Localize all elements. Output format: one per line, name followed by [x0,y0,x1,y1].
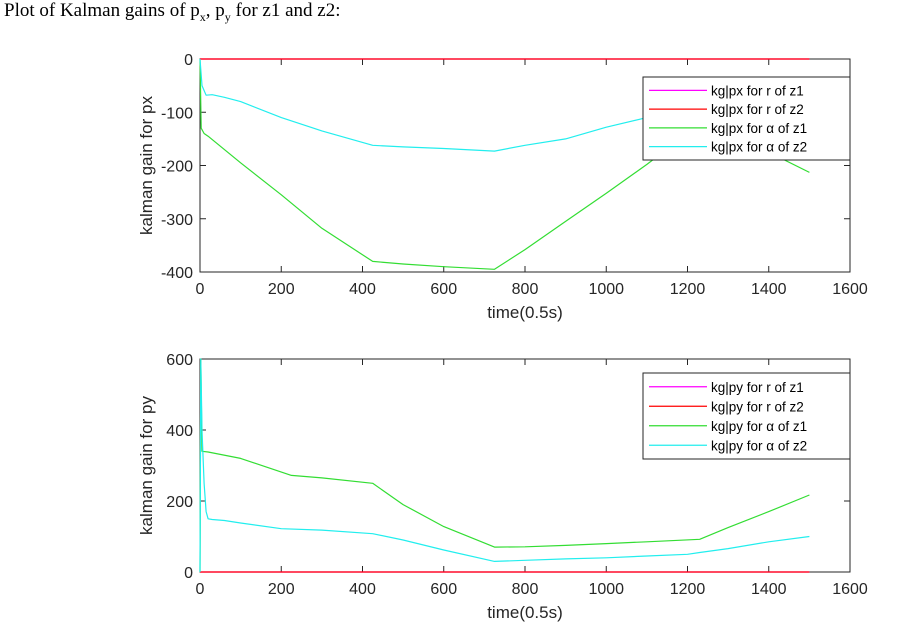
caption-sub-x: x [199,9,206,24]
x-tick-label: 1600 [832,281,868,298]
legend-entry: kg|px for r of z2 [711,102,804,117]
x-tick-label: 1200 [670,581,706,598]
y-tick-label: -200 [161,159,193,176]
legend-entry: kg|px for α of z2 [711,140,807,155]
chart-py: 0 200 400 600 800 1000 1200 1400 1600 600 400 200 0 t… [137,352,868,622]
x-tick-label: 1200 [670,281,706,298]
y-axis-label: kalman gain for px [137,96,156,235]
x-tick-label: 1000 [588,581,624,598]
caption-prefix: Plot of Kalman gains of p [4,0,200,21]
x-tick-label: 1600 [832,581,868,598]
y-tick-label: 400 [166,423,193,440]
x-tick-label: 400 [349,581,376,598]
y-tick-label: 600 [166,352,193,369]
x-axis-label: time(0.5s) [487,603,563,622]
legend-entry: kg|py for α of z1 [711,419,807,434]
x-axis-label: time(0.5s) [487,303,563,322]
y-axis-label: kalman gain for py [137,396,156,535]
x-tick-label: 200 [268,581,295,598]
x-tick-label: 200 [268,281,295,298]
x-tick-label: 400 [349,281,376,298]
chart-px: 0 200 400 600 800 1000 1200 1400 1600 0 -100 -200 -3… [137,52,868,322]
series-line-4 [199,58,700,152]
x-tick-label: 800 [512,581,539,598]
legend-entry: kg|py for α of z2 [711,438,807,453]
series-line-3 [199,358,810,573]
x-tick-label: 1000 [588,281,624,298]
y-tick-label: -300 [161,212,193,229]
x-tick-label: 1400 [751,281,787,298]
caption-middle: , p [205,0,225,21]
legend-entry: kg|py for r of z2 [711,399,804,414]
x-tick-label: 0 [196,281,205,298]
caption-sub-y: y [224,9,231,24]
x-tick-label: 600 [430,581,457,598]
x-tick-label: 0 [196,581,205,598]
legend-entry: kg|px for r of z1 [711,83,804,98]
y-tick-label: 200 [166,494,193,511]
x-tick-label: 600 [430,281,457,298]
figure-caption: Plot of Kalman gains of px, py for z1 an… [4,0,341,25]
series-line-4 [199,358,810,573]
y-tick-label: 0 [184,52,193,69]
caption-suffix: for z1 and z2: [230,0,341,21]
legend-entry: kg|px for α of z1 [711,121,807,136]
x-tick-label: 1400 [751,581,787,598]
x-tick-label: 800 [512,281,539,298]
y-tick-label: 0 [184,565,193,582]
y-tick-label: -400 [161,265,193,282]
legend-entry: kg|py for r of z1 [711,380,804,395]
y-tick-label: -100 [161,105,193,122]
